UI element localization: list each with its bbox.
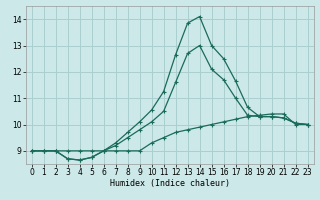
X-axis label: Humidex (Indice chaleur): Humidex (Indice chaleur) bbox=[109, 179, 230, 188]
